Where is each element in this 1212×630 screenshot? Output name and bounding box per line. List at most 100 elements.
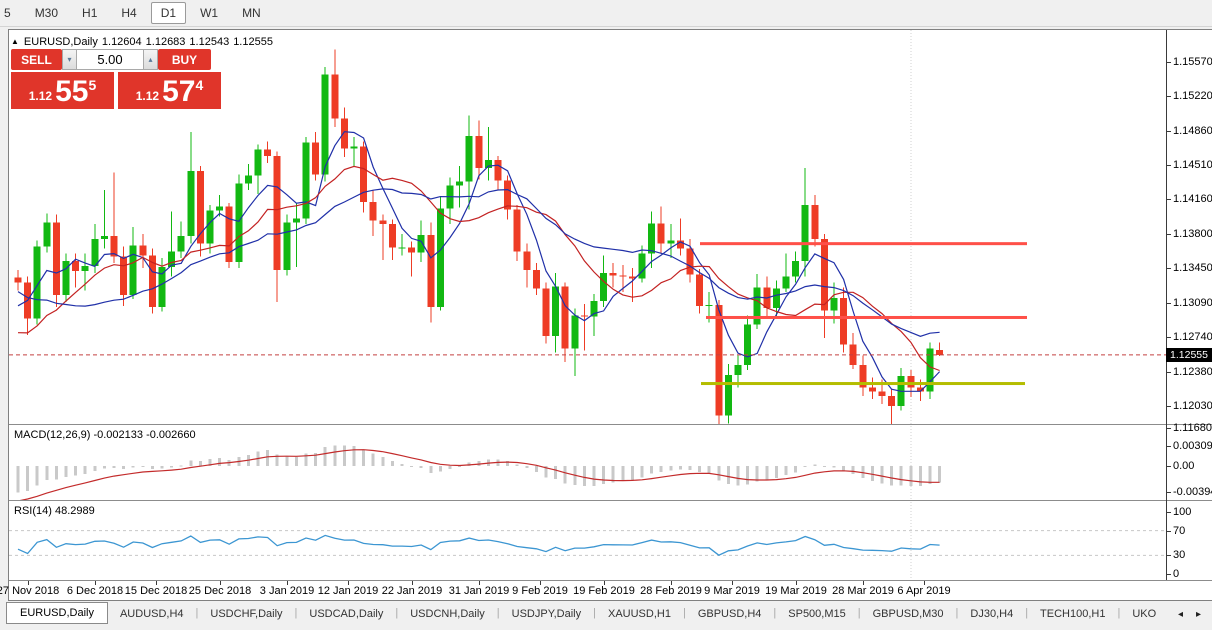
chart-tab-xauusd-h1[interactable]: XAUUSD,H1 — [608, 608, 671, 620]
date-axis-tick — [95, 581, 96, 585]
date-axis-tick — [863, 581, 864, 585]
price-axis-tick — [1167, 428, 1171, 429]
date-axis-tick — [287, 581, 288, 585]
toolbar-separator — [0, 26, 1212, 27]
chart-window-background — [9, 30, 1212, 600]
price-axis-label: 1.14510 — [1173, 158, 1212, 171]
timeframe-button-5[interactable]: 5 — [4, 6, 11, 20]
price-axis-tick — [1167, 302, 1171, 304]
horizontal-level-resistance-upper[interactable] — [700, 242, 1027, 246]
date-axis-label: 27 Nov 2018 — [0, 585, 60, 597]
price-axis-label: 1.13090 — [1173, 296, 1212, 309]
chart-tab-dj30-h4[interactable]: DJ30,H4 — [970, 608, 1014, 620]
timeframe-button-D1[interactable]: D1 — [150, 2, 187, 24]
macd-indicator-pane[interactable] — [9, 426, 1166, 500]
rsi-label: RSI(14) 48.2989 — [14, 505, 95, 517]
timeframe-button-M30[interactable]: M30 — [34, 6, 59, 20]
moving-average-line — [17, 165, 940, 372]
macd-histogram — [16, 445, 942, 493]
price-axis-label: 1.15570 — [1173, 56, 1212, 68]
date-axis-tick — [412, 581, 413, 585]
price-axis-tick — [1167, 267, 1171, 269]
rsi-axis-tick — [1167, 512, 1171, 513]
rsi-indicator-pane[interactable] — [9, 502, 1166, 579]
date-axis-label: 31 Jan 2019 — [448, 585, 510, 597]
sell-button[interactable]: SELL — [11, 49, 62, 70]
volume-decrease-button[interactable]: ▾ — [62, 49, 77, 70]
pane-separator — [9, 580, 1212, 581]
ohlc-open: 1.12604 — [101, 36, 142, 48]
chart-tab-gbpusd-h4[interactable]: GBPUSD,H4 — [697, 608, 762, 620]
price-axis-tick — [1167, 130, 1171, 132]
chart-tab-tech100-h1[interactable]: TECH100,H1 — [1040, 608, 1106, 620]
price-chart-pane[interactable] — [9, 30, 1166, 424]
buy-price-button[interactable]: 1.12 57 4 — [118, 72, 221, 109]
sell-price-button[interactable]: 1.12 55 5 — [11, 72, 114, 109]
date-axis-label: 22 Jan 2019 — [381, 585, 443, 597]
buy-price-pip: 4 — [195, 77, 204, 93]
date-axis-tick — [796, 581, 797, 585]
tab-separator: | — [195, 607, 199, 619]
buy-button[interactable]: BUY — [158, 49, 211, 70]
tab-separator: | — [496, 607, 500, 619]
price-axis-tick — [1167, 405, 1171, 407]
candlesticks — [14, 49, 944, 424]
chart-tab-usdjpy-daily[interactable]: USDJPY,Daily — [511, 608, 582, 620]
timeframe-toolbar: 5 M30 H1 H4 D1 W1 MN — [0, 0, 273, 26]
date-axis-label: 9 Feb 2019 — [512, 585, 568, 597]
chart-tab-gbpusd-m30[interactable]: GBPUSD,M30 — [872, 608, 944, 620]
rsi-line — [17, 534, 940, 556]
current-price-badge: 1.12555 — [1166, 347, 1212, 362]
timeframe-button-H1[interactable]: H1 — [82, 6, 98, 20]
tab-scroll-right-icon[interactable]: ▸ — [1196, 609, 1202, 620]
macd-axis-tick — [1167, 466, 1171, 467]
ohlc-high: 1.12683 — [145, 36, 186, 48]
ohlc-close: 1.12555 — [233, 36, 273, 48]
chart-tab-audusd-h4[interactable]: AUDUSD,H4 — [119, 608, 184, 620]
date-axis-label: 9 Mar 2019 — [704, 585, 760, 597]
buy-price-prefix: 1.12 — [135, 89, 160, 103]
price-axis-label: 1.12380 — [1173, 365, 1212, 378]
date-axis-label: 19 Mar 2019 — [765, 585, 827, 597]
macd-label: MACD(12,26,9) -0.002133 -0.002660 — [14, 429, 196, 441]
tab-separator: | — [593, 607, 596, 619]
date-axis-label: 28 Mar 2019 — [832, 585, 894, 597]
timeframe-button-W1[interactable]: W1 — [200, 6, 219, 20]
chart-tab-sp500-m15[interactable]: SP500,M15 — [788, 608, 846, 620]
macd-axis-tick — [1167, 445, 1171, 447]
chart-tab-usdcnh-daily[interactable]: USDCNH,Daily — [410, 608, 485, 620]
horizontal-level-support[interactable] — [701, 382, 1025, 386]
chart-tab-uko[interactable]: UKO — [1132, 608, 1157, 620]
volume-increase-button[interactable]: ▴ — [143, 49, 158, 70]
horizontal-level-resistance-lower[interactable] — [706, 315, 1027, 319]
pane-separator[interactable] — [9, 500, 1212, 501]
date-axis-tick — [479, 581, 480, 585]
one-click-panel-toggle-icon[interactable]: ▲ — [11, 37, 19, 46]
timeframe-button-MN[interactable]: MN — [242, 6, 261, 20]
chart-window-border — [8, 600, 1212, 601]
tab-scroll-left-icon[interactable]: ◂ — [1178, 609, 1184, 620]
rsi-axis-tick — [1167, 555, 1171, 557]
volume-input[interactable] — [77, 49, 143, 70]
date-axis-tick — [732, 581, 733, 585]
rsi-axis-label: 100 — [1173, 506, 1192, 518]
chart-tab-bar: EURUSD,Daily AUDUSD,H4 | USDCHF,Daily | USDCA… — [0, 601, 1212, 630]
date-axis-tick — [156, 581, 157, 585]
tab-separator: | — [395, 607, 399, 619]
macd-axis-tick — [1167, 491, 1171, 493]
pane-separator[interactable] — [9, 424, 1212, 425]
date-axis-tick — [348, 581, 349, 585]
chart-tab-usdcad-daily[interactable]: USDCAD,Daily — [309, 608, 384, 620]
timeframe-button-H4[interactable]: H4 — [121, 6, 137, 20]
tab-separator: | — [682, 607, 686, 619]
date-axis-label: 6 Dec 2018 — [66, 585, 124, 597]
tab-separator: | — [1025, 607, 1029, 619]
tab-separator: | — [1117, 607, 1121, 619]
moving-average-line — [17, 188, 940, 337]
date-axis-tick — [540, 581, 541, 585]
price-axis-label: 1.12030 — [1173, 399, 1212, 412]
chart-tab-eurusd-daily[interactable]: EURUSD,Daily — [6, 602, 108, 624]
chart-tab-usdchf-daily[interactable]: USDCHF,Daily — [210, 608, 283, 620]
ohlc-header: ▲ EURUSD,Daily 1.12604 1.12683 1.12543 1.1255… — [11, 36, 277, 48]
tab-separator: | — [857, 607, 861, 619]
